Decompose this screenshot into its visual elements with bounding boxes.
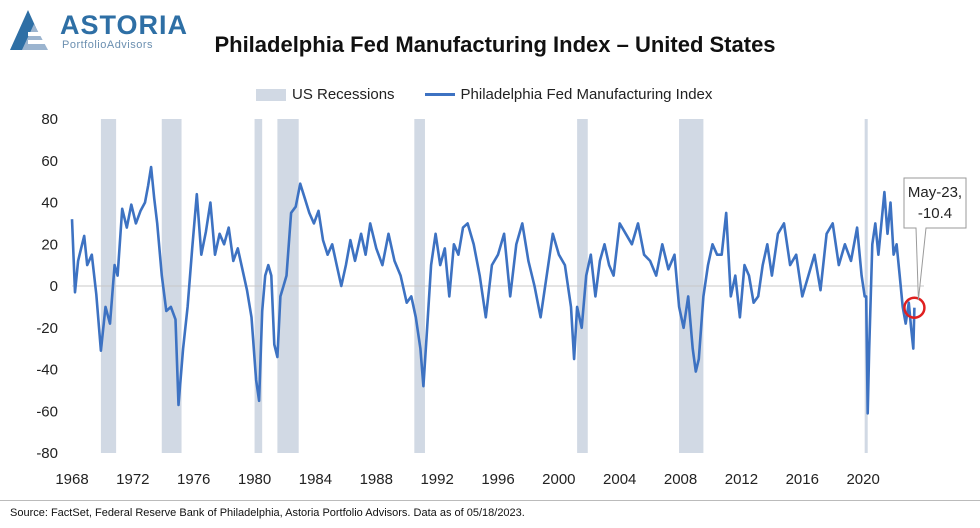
legend-item-recessions: US Recessions bbox=[256, 86, 395, 103]
annotation-label-value: -10.4 bbox=[918, 205, 952, 222]
legend-swatch-index bbox=[424, 93, 455, 96]
chart-plot-area: 80 60 40 20 0 -20 -40 -60 -80 1968 1972 1976 1980 198… bbox=[36, 111, 967, 488]
x-tick-label: 1992 bbox=[420, 471, 453, 488]
x-tick-label: 2020 bbox=[846, 471, 879, 488]
y-tick-label: -20 bbox=[36, 320, 58, 337]
y-tick-label: -40 bbox=[36, 362, 58, 379]
logo-tagline: PortfolioAdvisors bbox=[62, 39, 154, 51]
y-tick-label: 60 bbox=[41, 153, 58, 170]
legend-label-index: Philadelphia Fed Manufacturing Index bbox=[460, 86, 713, 103]
y-tick-label: 20 bbox=[41, 236, 58, 253]
y-tick-label: 40 bbox=[41, 195, 58, 212]
x-tick-label: 2004 bbox=[603, 471, 636, 488]
series-line-philly-fed bbox=[70, 165, 916, 415]
legend-label-recessions: US Recessions bbox=[292, 86, 395, 103]
y-tick-label: -60 bbox=[36, 403, 58, 420]
chart-legend: US Recessions Philadelphia Fed Manufactu… bbox=[256, 86, 742, 103]
x-tick-label: 2000 bbox=[542, 471, 575, 488]
y-tick-label: 0 bbox=[50, 278, 58, 295]
annotation-callout bbox=[903, 177, 967, 300]
legend-item-index: Philadelphia Fed Manufacturing Index bbox=[424, 86, 713, 103]
annotation-label-date: May-23, bbox=[908, 184, 962, 201]
y-tick-label: 80 bbox=[41, 111, 58, 128]
logo-wordmark: ASTORIA bbox=[60, 10, 189, 40]
astoria-logo: ASTORIA PortfolioAdvisors bbox=[8, 8, 198, 52]
legend-swatch-recessions bbox=[256, 88, 286, 101]
x-tick-label: 1980 bbox=[238, 471, 271, 488]
x-tick-label: 2012 bbox=[725, 471, 758, 488]
x-tick-label: 1972 bbox=[116, 471, 149, 488]
divider bbox=[0, 500, 980, 501]
source-note: Source: FactSet, Federal Reserve Bank of… bbox=[10, 507, 525, 519]
x-tick-label: 1988 bbox=[360, 471, 393, 488]
x-tick-label: 1996 bbox=[481, 471, 514, 488]
x-tick-label: 1976 bbox=[177, 471, 210, 488]
highlight-circle bbox=[903, 296, 926, 319]
chart-title: Philadelphia Fed Manufacturing Index – U… bbox=[214, 32, 776, 57]
x-tick-label: 2016 bbox=[786, 471, 819, 488]
x-tick-label: 1984 bbox=[299, 471, 332, 488]
astoria-logo-mark-icon bbox=[10, 10, 50, 50]
y-tick-label: -80 bbox=[36, 445, 58, 462]
x-tick-label: 1968 bbox=[55, 471, 88, 488]
x-tick-label: 2008 bbox=[664, 471, 697, 488]
